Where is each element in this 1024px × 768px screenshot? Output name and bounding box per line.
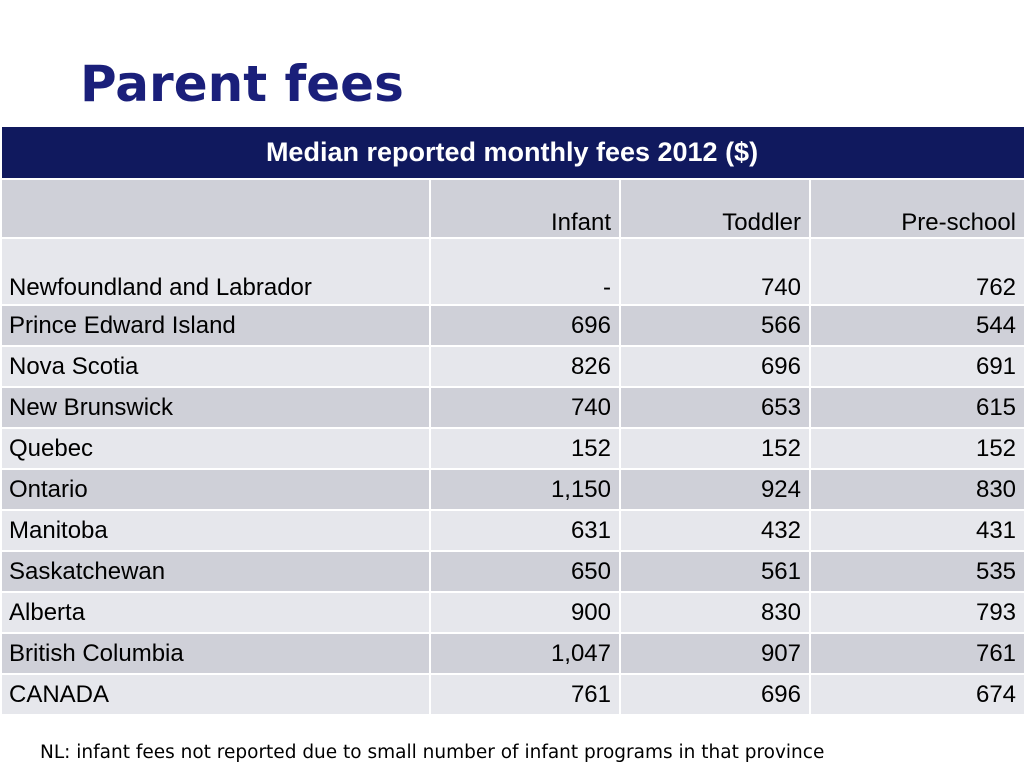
toddler-cell: 566	[620, 305, 811, 347]
header-infant: Infant	[430, 179, 621, 239]
province-cell: CANADA	[2, 674, 431, 716]
preschool-cell: 830	[810, 469, 1024, 511]
toddler-cell: 696	[620, 674, 811, 716]
table-row: Prince Edward Island 696 566 544	[2, 305, 1024, 347]
infant-cell: 761	[430, 674, 621, 716]
table-row: CANADA 761 696 674	[2, 674, 1024, 716]
infant-cell: -	[430, 238, 621, 306]
table-row: Nova Scotia 826 696 691	[2, 346, 1024, 388]
fees-table: Median reported monthly fees 2012 ($) In…	[2, 127, 1024, 716]
toddler-cell: 740	[620, 238, 811, 306]
header-toddler: Toddler	[620, 179, 811, 239]
province-cell: Saskatchewan	[2, 551, 431, 593]
province-cell: British Columbia	[2, 633, 431, 675]
preschool-cell: 544	[810, 305, 1024, 347]
province-cell: Manitoba	[2, 510, 431, 552]
infant-cell: 1,047	[430, 633, 621, 675]
toddler-cell: 653	[620, 387, 811, 429]
preschool-cell: 793	[810, 592, 1024, 634]
page-title: Parent fees	[80, 55, 404, 113]
preschool-cell: 615	[810, 387, 1024, 429]
preschool-cell: 761	[810, 633, 1024, 675]
infant-cell: 152	[430, 428, 621, 470]
infant-cell: 826	[430, 346, 621, 388]
province-cell: Ontario	[2, 469, 431, 511]
toddler-cell: 561	[620, 551, 811, 593]
province-cell: Newfoundland and Labrador	[2, 238, 431, 306]
preschool-cell: 674	[810, 674, 1024, 716]
table-row: Manitoba 631 432 431	[2, 510, 1024, 552]
header-preschool: Pre-school	[810, 179, 1024, 239]
preschool-cell: 762	[810, 238, 1024, 306]
table-caption: Median reported monthly fees 2012 ($)	[2, 127, 1024, 180]
preschool-cell: 152	[810, 428, 1024, 470]
toddler-cell: 432	[620, 510, 811, 552]
preschool-cell: 431	[810, 510, 1024, 552]
province-cell: Quebec	[2, 428, 431, 470]
preschool-cell: 535	[810, 551, 1024, 593]
table-row: Quebec 152 152 152	[2, 428, 1024, 470]
province-cell: Alberta	[2, 592, 431, 634]
table-row: Alberta 900 830 793	[2, 592, 1024, 634]
toddler-cell: 907	[620, 633, 811, 675]
infant-cell: 900	[430, 592, 621, 634]
header-province	[2, 179, 431, 239]
footnote: NL: infant fees not reported due to smal…	[40, 742, 825, 763]
infant-cell: 696	[430, 305, 621, 347]
infant-cell: 1,150	[430, 469, 621, 511]
table-caption-row: Median reported monthly fees 2012 ($)	[2, 127, 1024, 180]
toddler-cell: 924	[620, 469, 811, 511]
toddler-cell: 696	[620, 346, 811, 388]
infant-cell: 631	[430, 510, 621, 552]
infant-cell: 650	[430, 551, 621, 593]
table-row: Saskatchewan 650 561 535	[2, 551, 1024, 593]
table-row: Newfoundland and Labrador - 740 762	[2, 238, 1024, 306]
province-cell: Prince Edward Island	[2, 305, 431, 347]
toddler-cell: 830	[620, 592, 811, 634]
province-cell: Nova Scotia	[2, 346, 431, 388]
table-row: Ontario 1,150 924 830	[2, 469, 1024, 511]
table-row: British Columbia 1,047 907 761	[2, 633, 1024, 675]
province-cell: New Brunswick	[2, 387, 431, 429]
infant-cell: 740	[430, 387, 621, 429]
toddler-cell: 152	[620, 428, 811, 470]
table-header-row: Infant Toddler Pre-school	[2, 179, 1024, 239]
preschool-cell: 691	[810, 346, 1024, 388]
table-row: New Brunswick 740 653 615	[2, 387, 1024, 429]
